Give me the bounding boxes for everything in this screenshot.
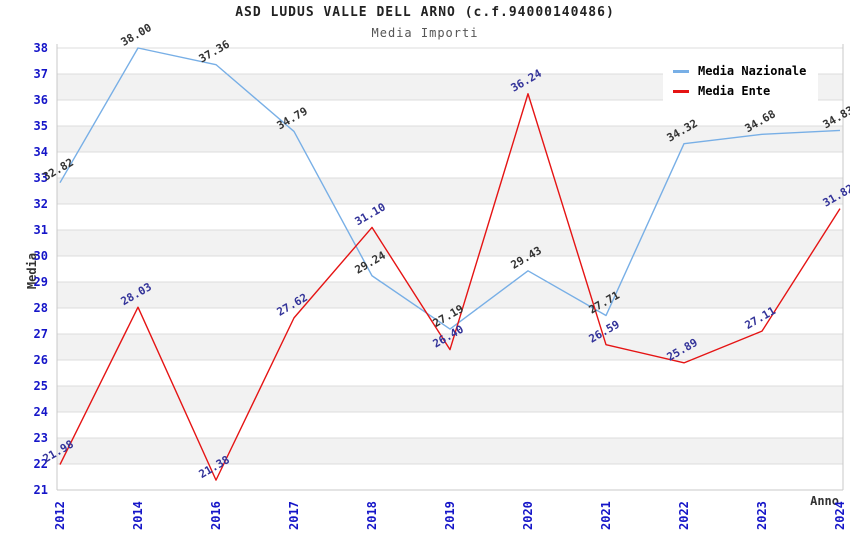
- plot-band: [57, 126, 843, 152]
- legend-item-media-nazionale[interactable]: Media Nazionale: [673, 64, 806, 78]
- data-label: 37.36: [197, 38, 233, 66]
- y-tick-label: 28: [34, 301, 48, 315]
- y-tick-label: 23: [34, 431, 48, 445]
- y-tick-label: 26: [34, 353, 48, 367]
- y-tick-label: 38: [34, 41, 48, 55]
- x-tick-label: 2014: [131, 501, 145, 530]
- plot-band: [57, 438, 843, 464]
- y-tick-label: 21: [34, 483, 48, 497]
- y-tick-label: 30: [34, 249, 48, 263]
- x-tick-label: 2017: [287, 501, 301, 530]
- x-tick-label: 2020: [521, 501, 535, 530]
- legend-item-media-ente[interactable]: Media Ente: [673, 84, 806, 98]
- y-tick-label: 27: [34, 327, 48, 341]
- y-tick-label: 34: [34, 145, 48, 159]
- data-label: 31.10: [353, 200, 388, 228]
- y-tick-label: 36: [34, 93, 48, 107]
- y-tick-label: 35: [34, 119, 48, 133]
- y-tick-label: 32: [34, 197, 48, 211]
- series-line-1: [59, 93, 841, 481]
- legend-label: Media Nazionale: [698, 64, 807, 78]
- x-tick-label: 2023: [755, 501, 769, 530]
- legend-swatch-red-line-icon: [673, 89, 689, 93]
- x-tick-label: 2016: [209, 501, 223, 530]
- plot-band: [57, 282, 843, 308]
- plot-band: [57, 334, 843, 360]
- plot-band: [57, 230, 843, 256]
- legend: Media Nazionale Media Ente: [663, 57, 819, 106]
- x-tick-label: 2024: [833, 501, 847, 530]
- x-axis-title: Anno: [810, 494, 839, 508]
- y-tick-label: 33: [34, 171, 48, 185]
- chart-subtitle: Media Importi: [371, 26, 479, 40]
- legend-label: Media Ente: [698, 84, 771, 98]
- x-tick-label: 2022: [677, 501, 691, 530]
- y-tick-label: 24: [34, 405, 48, 419]
- y-tick-label: 29: [34, 275, 48, 289]
- plot-band: [57, 386, 843, 412]
- y-tick-label: 25: [34, 379, 48, 393]
- y-tick-label: 22: [34, 457, 48, 471]
- legend-swatch-blue-line-icon: [673, 69, 689, 73]
- x-tick-label: 2021: [599, 501, 613, 530]
- chart-title: ASD LUDUS VALLE DELL ARNO (c.f.940001404…: [235, 5, 615, 20]
- y-tick-label: 31: [34, 223, 48, 237]
- plot-band: [57, 178, 843, 204]
- x-tick-label: 2012: [53, 501, 67, 530]
- y-tick-label: 37: [34, 67, 48, 81]
- x-tick-label: 2019: [443, 501, 457, 530]
- series-line-0: [59, 47, 841, 330]
- x-tick-label: 2018: [365, 501, 379, 530]
